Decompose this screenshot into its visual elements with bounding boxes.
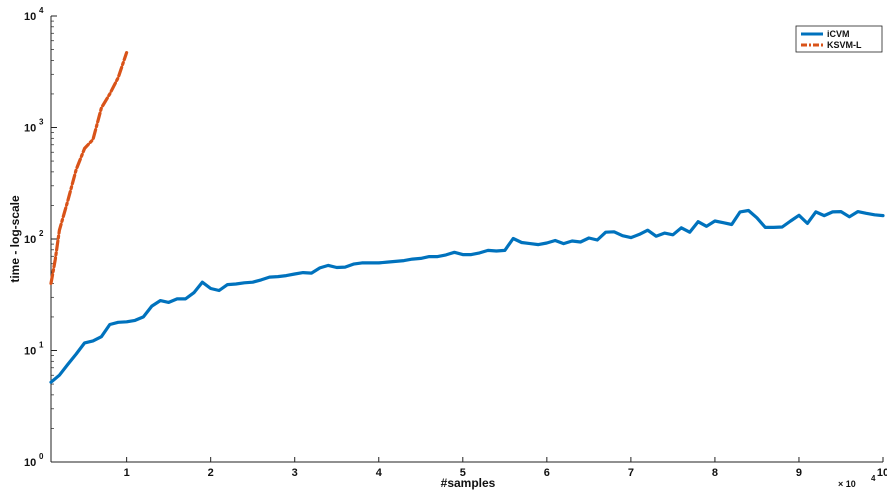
y-tick-label: 100 <box>24 452 44 469</box>
x-multiplier-base: × 10 <box>838 479 856 489</box>
y-tick-base: 10 <box>24 346 36 358</box>
x-multiplier: × 10 4 <box>838 474 876 489</box>
x-tick-label: 8 <box>712 467 718 479</box>
y-tick-exp: 3 <box>39 118 44 127</box>
y-tick-base: 10 <box>24 11 36 23</box>
x-tick-label: 2 <box>208 467 214 479</box>
y-tick-base: 10 <box>24 123 36 135</box>
y-tick-label: 102 <box>24 229 44 246</box>
y-axis-title: time - log-scale <box>8 195 22 283</box>
x-tick-label: 4 <box>376 467 383 479</box>
axes <box>50 16 883 463</box>
y-tick-base: 10 <box>24 234 36 246</box>
x-tick-label: 10 <box>877 467 887 479</box>
legend-label: KSVM-L <box>827 40 862 50</box>
y-tick-label: 103 <box>24 118 44 135</box>
legend-box <box>795 25 883 53</box>
y-tick-label: 104 <box>24 6 44 23</box>
x-multiplier-exp: 4 <box>871 474 876 483</box>
series-line-icvm <box>49 208 885 384</box>
y-tick-label: 101 <box>24 341 44 358</box>
y-tick-base: 10 <box>24 457 36 469</box>
x-tick-label: 9 <box>796 467 802 479</box>
legend-label: iCVM <box>827 29 850 39</box>
series-lines <box>49 50 885 384</box>
x-tick-label: 3 <box>292 467 298 479</box>
x-axis-title: #samples <box>441 476 496 490</box>
y-tick-exp: 1 <box>39 341 44 350</box>
x-ticks: 1 2 3 4 5 6 7 8 9 10 <box>124 457 887 479</box>
y-tick-exp: 2 <box>39 229 44 238</box>
x-tick-label: 7 <box>628 467 634 479</box>
y-tick-exp: 4 <box>39 6 44 15</box>
x-tick-label: 6 <box>544 467 550 479</box>
x-tick-label: 1 <box>124 467 130 479</box>
y-tick-exp: 0 <box>39 452 44 461</box>
x-tick-label: 5 <box>460 467 466 479</box>
series-line-ksvm-l <box>49 50 129 285</box>
